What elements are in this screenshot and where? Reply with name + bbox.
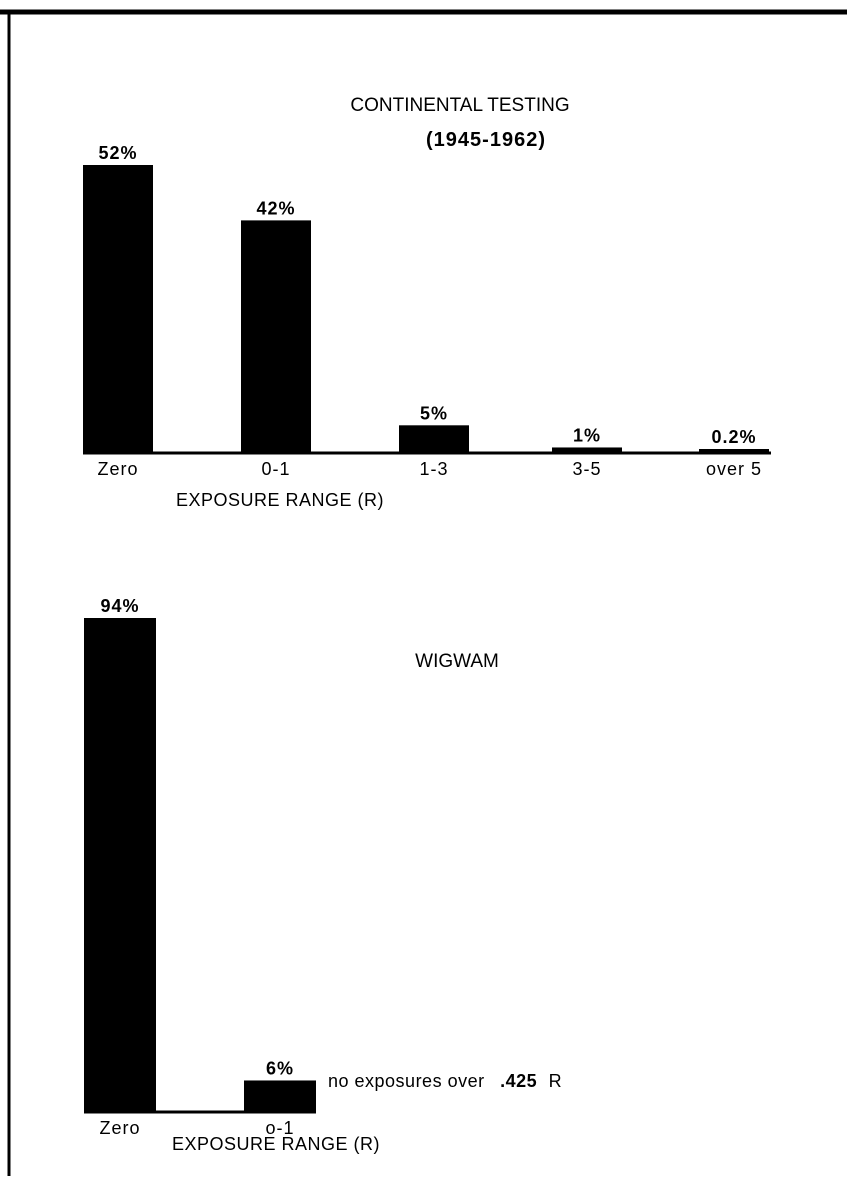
chart1-xlabel: EXPOSURE RANGE (R): [176, 490, 384, 510]
chart-continental-testing: CONTINENTAL TESTING (1945-1962) EXPOSURE…: [83, 95, 771, 510]
chart2-category-label-0: Zero: [99, 1118, 140, 1138]
chart1-value-label-3: 1%: [573, 425, 601, 445]
chart1-category-label-0: Zero: [97, 459, 138, 479]
chart2-title: WIGWAM: [415, 651, 499, 672]
chart1-title: CONTINENTAL TESTING: [350, 95, 569, 116]
chart1-value-label-1: 42%: [256, 198, 295, 218]
chart2-value-label-1: 6%: [266, 1058, 294, 1078]
chart1-value-label-0: 52%: [98, 143, 137, 163]
chart2-annotation-value: .425: [500, 1071, 537, 1091]
chart-wigwam: WIGWAM EXPOSURE RANGE (R) no exposures o…: [84, 596, 562, 1154]
chart1-category-label-3: 3-5: [572, 459, 601, 479]
chart2-annotation: no exposures over .425 R: [328, 1071, 562, 1091]
chart1-bar-3: [552, 447, 622, 453]
chart2-annotation-prefix: no exposures over: [328, 1071, 485, 1091]
chart1-bar-0: [83, 165, 153, 453]
chart1-category-label-2: 1-3: [419, 459, 448, 479]
chart1-bar-4: [699, 449, 769, 453]
chart2-bar-1: [244, 1080, 316, 1112]
chart1-bar-1: [241, 220, 311, 453]
chart1-value-label-2: 5%: [420, 403, 448, 423]
chart1-category-label-1: 0-1: [261, 459, 290, 479]
chart2-xlabel: EXPOSURE RANGE (R): [172, 1134, 380, 1154]
chart2-value-label-0: 94%: [100, 596, 139, 616]
chart1-bar-2: [399, 425, 469, 453]
chart2-bar-0: [84, 618, 156, 1112]
chart2-annotation-suffix: R: [549, 1071, 563, 1091]
chart1-value-label-4: 0.2%: [711, 427, 756, 447]
chart1-subtitle: (1945-1962): [426, 129, 546, 151]
chart1-category-label-4: over 5: [706, 459, 762, 479]
chart2-category-label-1: o-1: [265, 1118, 294, 1138]
